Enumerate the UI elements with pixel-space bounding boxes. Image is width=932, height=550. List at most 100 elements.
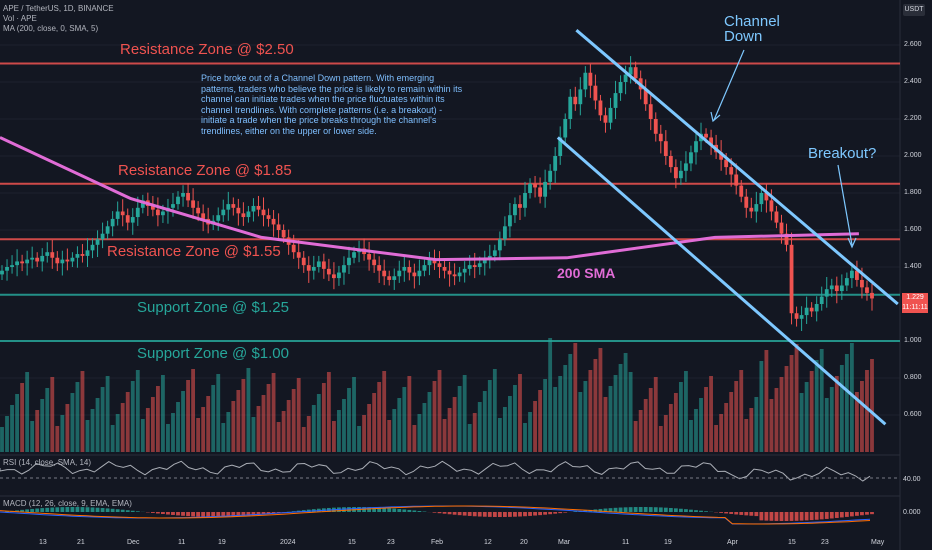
macd-bar [457, 512, 462, 516]
candle-body [10, 265, 14, 267]
candle-body [523, 193, 527, 208]
volume-bar [553, 387, 558, 452]
macd-bar [849, 512, 854, 517]
candle-body [397, 270, 402, 277]
volume-bar [80, 371, 85, 452]
candle-body [814, 304, 819, 312]
macd-bar [779, 512, 784, 521]
macd-bar [392, 508, 397, 512]
macd-bar [377, 507, 382, 512]
macd-bar [543, 512, 548, 515]
volume-bar [337, 410, 341, 452]
volume-bar [286, 400, 291, 452]
volume-bar [482, 391, 487, 452]
candle-body [608, 107, 613, 123]
volume-bar [412, 425, 417, 452]
macd-bar [216, 512, 221, 517]
volume-bar [20, 383, 25, 452]
volume-bar [809, 371, 814, 452]
candle-body [276, 224, 281, 230]
volume-bar [392, 409, 397, 452]
volume-bar [673, 393, 678, 452]
macd-label[interactable]: MACD (12, 26, close, 9, EMA, EMA) [3, 499, 132, 508]
candle-body [382, 270, 387, 277]
volume-bar [417, 414, 422, 452]
volume-bar [598, 348, 603, 452]
candle-body [844, 278, 849, 286]
candle-body [704, 133, 708, 138]
price-tick-label: 1.400 [904, 263, 922, 270]
candle-body [75, 254, 80, 258]
candle-body [573, 96, 578, 105]
macd-bar [563, 512, 568, 513]
candle-body [734, 174, 739, 186]
macd-bar [623, 507, 628, 512]
volume-bar [472, 413, 477, 452]
macd-bar [387, 508, 392, 512]
candle-body [658, 133, 663, 142]
macd-bar [744, 512, 749, 516]
candle-body [663, 141, 668, 156]
candle-body [372, 259, 377, 266]
currency-button[interactable]: USDT [903, 4, 925, 16]
candle-body [85, 250, 90, 256]
macd-bar [598, 508, 603, 512]
macd-bar [65, 507, 70, 512]
price-tick-label: 2.400 [904, 78, 922, 85]
volume-bar [70, 393, 75, 452]
volume-indicator-label[interactable]: Vol · APE [3, 14, 37, 23]
volume-bar [402, 387, 407, 452]
macd-bar [573, 511, 578, 512]
macd-bar [251, 512, 256, 516]
macd-bar [492, 512, 497, 517]
candle-body [809, 307, 814, 312]
price-tick-label: 0.800 [904, 374, 922, 381]
symbol-title[interactable]: APE / TetherUS, 1D, BINANCE [3, 4, 114, 13]
volume-bar [155, 386, 160, 452]
macd-bar [186, 512, 190, 517]
macd-bar [754, 512, 759, 517]
volume-bar [150, 397, 155, 452]
candle-body [125, 215, 130, 223]
macd-bar [442, 512, 447, 514]
ma-indicator-label[interactable]: MA (200, close, 0, SMA, 5) [3, 24, 99, 33]
volume-bar [85, 420, 90, 452]
volume-bar [211, 385, 216, 452]
macd-bar [824, 512, 829, 519]
candle-body [301, 257, 306, 266]
candle-body [648, 104, 653, 119]
candle-body [764, 193, 769, 201]
candle-body [161, 211, 165, 216]
candle-body [759, 193, 764, 205]
time-tick-label: 15 [348, 539, 356, 546]
price-tick-label: 0.600 [904, 411, 922, 418]
volume-bar [653, 377, 658, 452]
macd-bar [719, 512, 724, 513]
candle-body [578, 89, 583, 105]
candle-body [477, 263, 482, 267]
macd-bar [528, 512, 532, 516]
candle-body [779, 222, 784, 234]
candle-body [513, 204, 517, 216]
macd-bar [749, 512, 754, 516]
macd-bar [95, 507, 100, 512]
candle-body [155, 209, 160, 216]
candle-body [337, 272, 341, 279]
candle-body [633, 67, 638, 79]
candle-body [331, 274, 336, 279]
current-price-badge: 1.229 11:11:11 [902, 293, 928, 313]
candle-body [518, 204, 522, 208]
candle-body [563, 119, 568, 138]
volume-bar [689, 420, 693, 452]
volume-bar [538, 390, 543, 452]
macd-bar [618, 507, 623, 512]
candle-body [296, 252, 301, 258]
candle-body [20, 261, 25, 264]
candle-body [628, 67, 633, 75]
candle-body [352, 252, 356, 258]
time-tick-label: Apr [727, 539, 738, 546]
rsi-label[interactable]: RSI (14, close, SMA, 14) [3, 458, 92, 467]
current-price-countdown: 11:11:11 [902, 304, 928, 311]
macd-bar [75, 507, 80, 512]
